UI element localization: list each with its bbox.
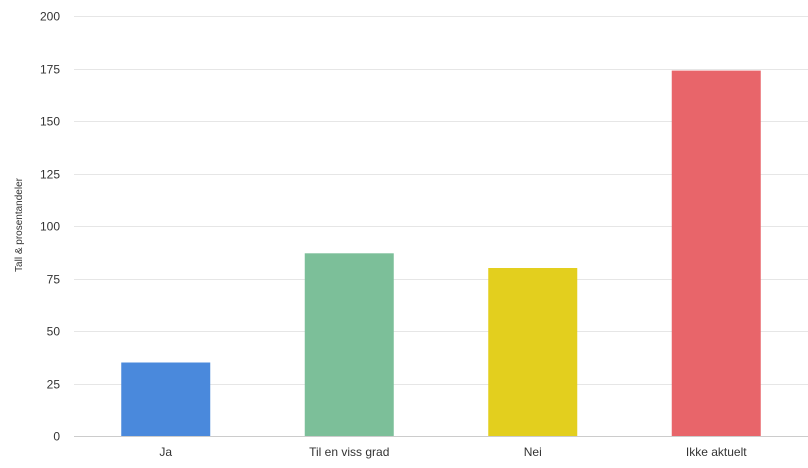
- y-axis-ticks: 0 25 50 75 100 125 150 175 200: [40, 10, 60, 444]
- bar-ikke-aktuelt[interactable]: [671, 70, 761, 436]
- x-axis-ticks: Ja Til en viss grad Nei Ikke aktuelt: [159, 445, 747, 459]
- x-tick-label: Nei: [524, 445, 542, 459]
- bar-til-en-viss-grad[interactable]: [304, 253, 394, 436]
- y-tick-label: 175: [40, 63, 60, 77]
- y-tick-label: 0: [53, 430, 60, 444]
- x-tick-label: Til en viss grad: [309, 445, 389, 459]
- bars: [121, 70, 761, 437]
- y-tick-label: 50: [47, 325, 61, 339]
- y-tick-label: 200: [40, 10, 60, 24]
- y-axis-title: Tall & prosentandeler: [14, 177, 25, 272]
- y-tick-label: 125: [40, 168, 60, 182]
- y-tick-label: 150: [40, 115, 60, 129]
- x-tick-label: Ikke aktuelt: [686, 445, 747, 459]
- y-tick-label: 25: [47, 378, 61, 392]
- y-tick-label: 100: [40, 220, 60, 234]
- x-tick-label: Ja: [159, 445, 172, 459]
- y-tick-label: 75: [47, 273, 61, 287]
- bar-nei[interactable]: [488, 268, 578, 436]
- bar-ja[interactable]: [121, 362, 211, 437]
